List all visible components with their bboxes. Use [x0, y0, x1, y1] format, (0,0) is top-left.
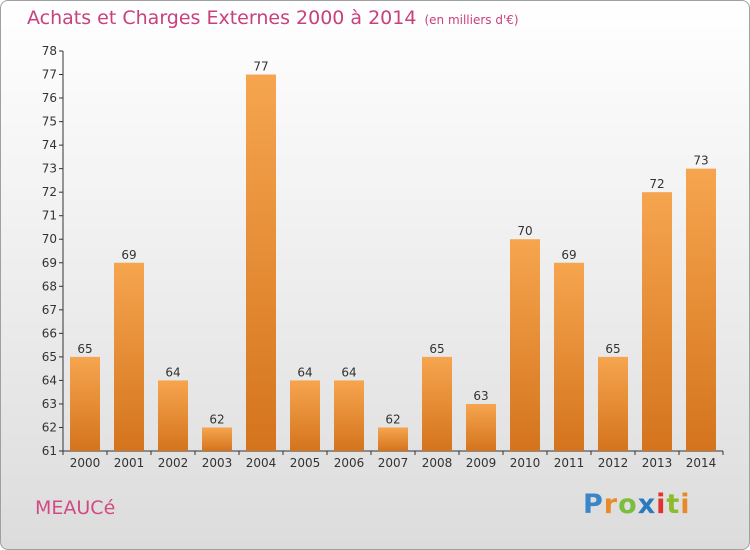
y-tick-label: 62 [42, 420, 57, 434]
y-tick-label: 75 [42, 115, 57, 129]
bar [642, 192, 672, 452]
y-tick-label: 73 [42, 162, 57, 176]
logo-letter: i [680, 489, 691, 520]
bar [378, 427, 408, 451]
y-tick-label: 72 [42, 185, 57, 199]
x-tick-label: 2011 [554, 456, 585, 470]
y-tick-label: 66 [42, 326, 57, 340]
chart-title-text: Achats et Charges Externes 2000 à 2014 [27, 7, 417, 29]
x-tick-label: 2001 [114, 456, 145, 470]
y-tick-label: 63 [42, 397, 57, 411]
data-label: 65 [77, 342, 92, 356]
x-tick-label: 2002 [158, 456, 189, 470]
logo-letter: i [656, 489, 667, 520]
data-label: 64 [297, 365, 312, 379]
chart-bars: 65 69 64 62 77 64 64 62 65 63 70 69 65 72 73 [70, 60, 716, 452]
y-tick-label: 64 [42, 373, 57, 387]
y-tick-label: 67 [42, 303, 57, 317]
y-tick-label: 77 [42, 68, 57, 82]
bar [202, 427, 232, 451]
data-label: 65 [605, 342, 620, 356]
logo-letter: o [618, 489, 638, 520]
y-tick-label: 78 [42, 44, 57, 58]
data-label: 77 [253, 60, 268, 74]
y-tick-label: 61 [42, 444, 57, 458]
data-label: 65 [429, 342, 444, 356]
bar [334, 380, 364, 451]
logo-letter: P [583, 489, 604, 520]
chart-subtitle: (en milliers d'€) [424, 13, 519, 27]
data-label: 70 [517, 224, 532, 238]
bar [686, 168, 716, 451]
data-label: 64 [165, 365, 180, 379]
y-tick-label: 69 [42, 256, 57, 270]
bar [554, 262, 584, 451]
data-label: 62 [209, 412, 224, 426]
commune-name: MEAUCé [35, 497, 116, 519]
y-tick-label: 74 [42, 138, 57, 152]
bar [510, 239, 540, 451]
x-tick-label: 2008 [422, 456, 453, 470]
x-tick-label: 2007 [378, 456, 409, 470]
logo-letter: x [637, 489, 657, 520]
data-label: 63 [473, 389, 488, 403]
data-label: 62 [385, 412, 400, 426]
x-tick-label: 2006 [334, 456, 365, 470]
x-tick-label: 2010 [510, 456, 541, 470]
x-tick-label: 2003 [202, 456, 233, 470]
data-label: 73 [693, 154, 708, 168]
y-tick-label: 70 [42, 232, 57, 246]
bar [246, 74, 276, 451]
bar [598, 356, 628, 451]
x-tick-label: 2013 [642, 456, 673, 470]
data-label: 69 [561, 248, 576, 262]
chart-title: Achats et Charges Externes 2000 à 2014 (e… [27, 7, 519, 29]
data-label: 72 [649, 177, 664, 191]
logo-letter: t [666, 489, 681, 520]
y-tick-label: 76 [42, 91, 57, 105]
x-tick-label: 2009 [466, 456, 497, 470]
bar [290, 380, 320, 451]
bar [158, 380, 188, 451]
data-label: 64 [341, 365, 356, 379]
y-tick-label: 65 [42, 350, 57, 364]
proxiti-logo: Proxiti [583, 489, 691, 520]
x-tick-label: 2012 [598, 456, 629, 470]
bar [466, 403, 496, 451]
y-tick-label: 68 [42, 279, 57, 293]
bar [114, 262, 144, 451]
bar [70, 356, 100, 451]
x-tick-label: 2014 [686, 456, 717, 470]
data-label: 69 [121, 248, 136, 262]
x-tick-label: 2000 [70, 456, 101, 470]
y-tick-label: 71 [42, 209, 57, 223]
bar [422, 356, 452, 451]
x-tick-label: 2004 [246, 456, 277, 470]
x-tick-label: 2005 [290, 456, 321, 470]
logo-letter: r [603, 489, 619, 520]
